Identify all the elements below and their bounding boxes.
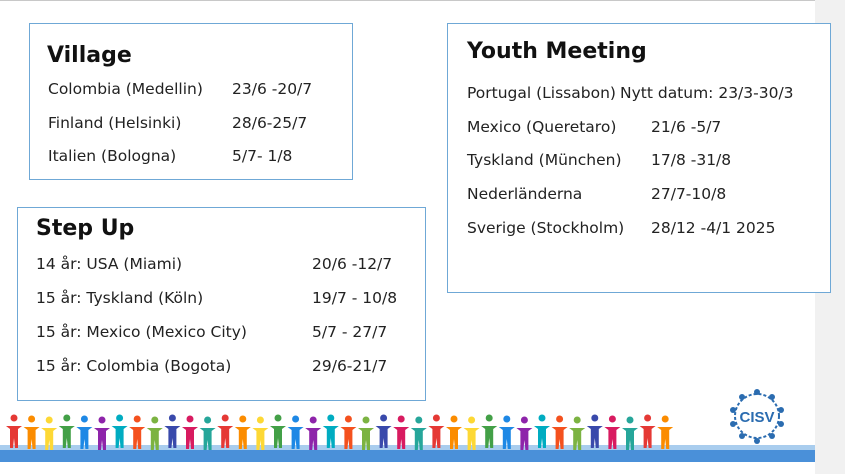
stepup-dates-1: 20/6 -12/7: [312, 255, 393, 273]
youth-meeting-card: [447, 23, 831, 293]
youth-place-3: Tyskland (München): [467, 151, 622, 169]
people-chain-decoration: [6, 414, 674, 450]
village-dates-3: 5/7- 1/8: [232, 147, 293, 165]
youth-dates-4: 27/7-10/8: [651, 185, 727, 203]
stepup-place-2: 15 år: Tyskland (Köln): [36, 289, 204, 307]
banner-ground: [0, 450, 815, 462]
stepup-place-3: 15 år: Mexico (Mexico City): [36, 323, 247, 341]
cisv-logo-text: CISV: [739, 409, 774, 426]
stepup-title: Step Up: [36, 216, 135, 241]
village-place-2: Finland (Helsinki): [48, 114, 182, 132]
stepup-place-1: 14 år: USA (Miami): [36, 255, 183, 273]
stepup-dates-4: 29/6-21/7: [312, 357, 388, 375]
cisv-logo: CISV: [730, 389, 784, 444]
banner-ground-light: [0, 445, 815, 451]
village-place-1: Colombia (Medellin): [48, 80, 203, 98]
youth-place-1: Portugal (Lissabon): [467, 84, 616, 102]
youth-place-4: Nederländerna: [467, 185, 583, 203]
stepup-dates-3: 5/7 - 27/7: [312, 323, 388, 341]
youth-title: Youth Meeting: [467, 39, 647, 64]
youth-dates-5: 28/12 -4/1 2025: [651, 219, 776, 237]
stepup-dates-2: 19/7 - 10/8: [312, 289, 398, 307]
youth-dates-2: 21/6 -5/7: [651, 118, 722, 136]
village-card: [29, 23, 353, 180]
youth-dates-1: Nytt datum: 23/3-30/3: [620, 84, 794, 102]
village-title: Village: [47, 43, 132, 68]
village-dates-2: 28/6-25/7: [232, 114, 308, 132]
youth-place-5: Sverige (Stockholm): [467, 219, 625, 237]
stepup-place-4: 15 år: Colombia (Bogota): [36, 357, 232, 375]
top-divider: [0, 0, 815, 1]
youth-dates-3: 17/8 -31/8: [651, 151, 732, 169]
village-place-3: Italien (Bologna): [48, 147, 177, 165]
village-dates-1: 23/6 -20/7: [232, 80, 313, 98]
stepup-card: [17, 207, 426, 401]
youth-place-2: Mexico (Queretaro): [467, 118, 617, 136]
